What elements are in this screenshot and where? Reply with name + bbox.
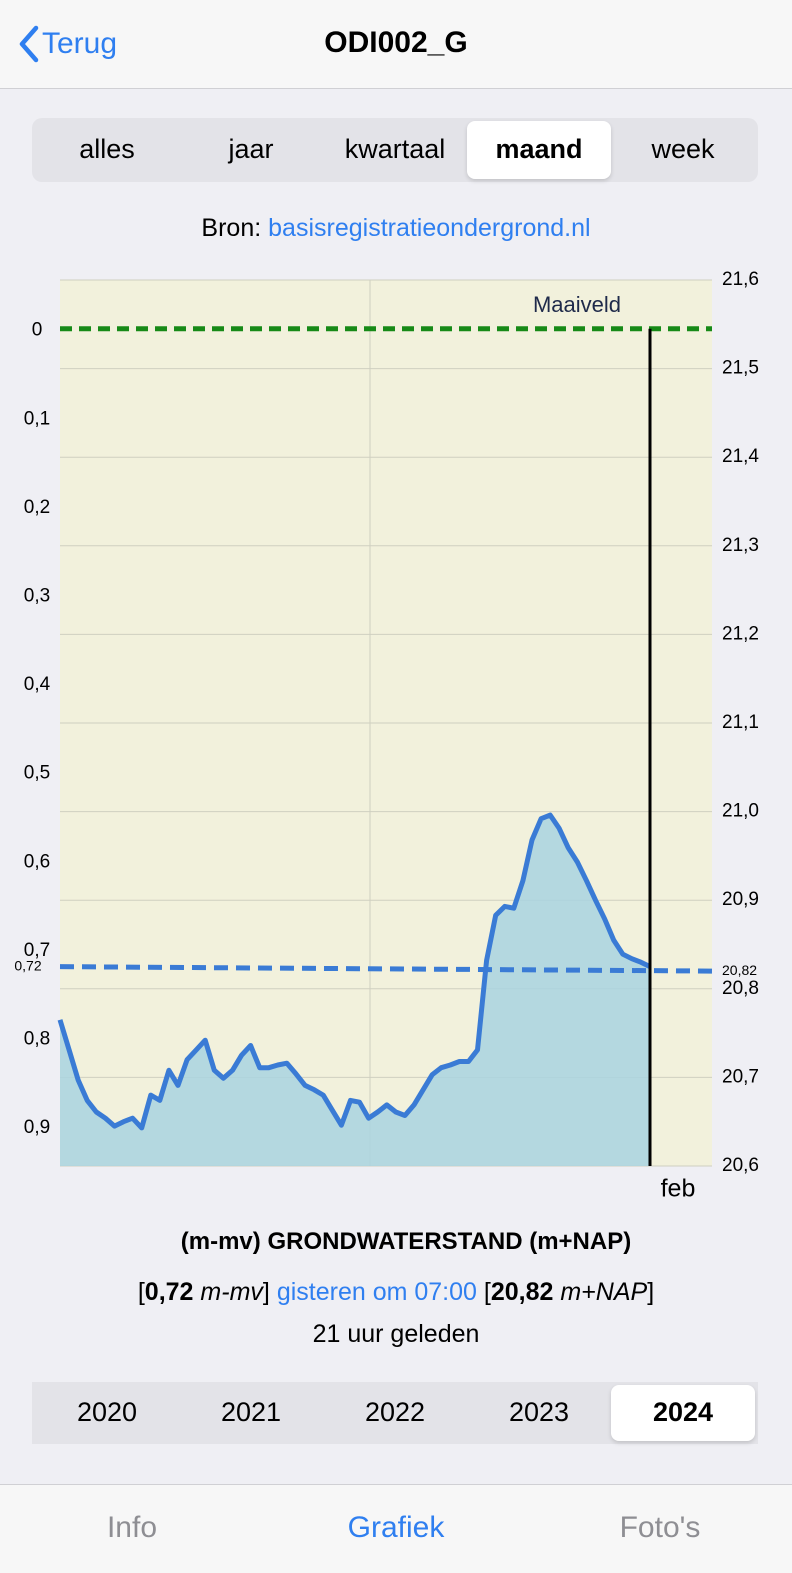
nav-title: ODI002_G [324, 26, 468, 59]
back-button[interactable]: Terug [16, 24, 117, 64]
y-tick-label: 0,1 [24, 408, 50, 429]
chart: 20,620,720,820,921,021,121,221,321,421,5… [14, 269, 759, 1203]
bracket: ] [262, 1278, 270, 1306]
time-ago: 21 uur geleden [312, 1320, 480, 1348]
y-tick-label: 0,7 [24, 940, 50, 961]
tab-item[interactable]: Foto's [619, 1511, 701, 1544]
period-tab[interactable]: alles [79, 134, 135, 164]
y2-tick-label: 21,6 [722, 269, 759, 290]
depth-unit: m-mv [200, 1278, 263, 1306]
period-tab[interactable]: maand [467, 121, 611, 179]
year-tab[interactable]: 2023 [508, 1397, 570, 1427]
year-tab[interactable]: 2021 [220, 1397, 282, 1427]
y2-tick-label: 21,3 [722, 535, 759, 556]
y2-tick-label: 20,9 [722, 889, 759, 910]
y-tick-label: 0,2 [24, 497, 50, 518]
source: Bron: basisregistratieondergrond.nl [0, 214, 792, 243]
y-tick-label: 0,3 [24, 586, 50, 607]
y-tick-label: 0,6 [24, 851, 50, 872]
area [60, 815, 650, 1166]
bracket: [ [137, 1278, 145, 1306]
back-chevron [19, 25, 39, 63]
y2-tick-label: 21,2 [722, 623, 759, 644]
y2-tick-label: 21,5 [722, 358, 759, 379]
y-tick-label: 0,5 [24, 763, 50, 784]
depth: 0,72 [144, 1278, 194, 1306]
period-tab[interactable]: kwartaal [344, 134, 446, 164]
chart-title: (m-mv) GRONDWATERSTAND (m+NAP) [180, 1228, 632, 1255]
current-label: 0,72 [14, 957, 41, 973]
line [57, 812, 652, 1131]
y2-tick-label: 21,1 [722, 712, 759, 733]
y2-tick-label: 21,4 [722, 446, 759, 467]
level-unit: m+NAP [560, 1278, 648, 1306]
status-line: [0,72 m-mv] gisteren om 07:00 [20,82 m+N… [0, 1278, 792, 1307]
y2-tick-label: 20,6 [722, 1155, 759, 1176]
y-tick-label: 0,4 [24, 674, 51, 695]
year-tabs: 2020 2021 2022 2023 2024 [32, 1382, 758, 1444]
year-tab[interactable]: 2022 [364, 1397, 426, 1427]
period-tab[interactable]: jaar [228, 134, 274, 164]
source-link[interactable]: basisregistratieondergrond.nl [268, 214, 591, 242]
y2-tick-label: 21,0 [722, 801, 759, 822]
tab-item[interactable]: Grafiek [347, 1511, 445, 1544]
x-end-label: feb [661, 1175, 696, 1203]
nav-bar: Terug ODI002_G [0, 0, 792, 89]
year-tab[interactable]: 2020 [76, 1397, 138, 1427]
maaiveld-label: Maaiveld [533, 292, 621, 317]
y2-tick-label: 20,7 [722, 1066, 759, 1087]
level: 20,82 [490, 1278, 554, 1306]
bracket: [ [483, 1278, 491, 1306]
y-tick-label: 0,8 [24, 1029, 50, 1050]
source-label: Bron: [201, 214, 262, 242]
y-tick-label: 0,9 [24, 1117, 50, 1138]
period-tabs: alles jaar kwartaal maand week [32, 118, 758, 182]
back-label: Terug [42, 27, 118, 60]
y2-tick-label: 20,8 [722, 978, 759, 999]
year-tab[interactable]: 2024 [611, 1385, 755, 1441]
time[interactable]: gisteren om 07:00 [276, 1278, 477, 1306]
y-tick-label: 0 [32, 320, 43, 341]
period-tab[interactable]: week [651, 134, 715, 164]
tab-bar: Info Grafiek Foto's [0, 1484, 792, 1573]
current-y2-label: 20,82 [722, 962, 757, 978]
bracket: ] [647, 1278, 655, 1306]
tab-item[interactable]: Info [106, 1511, 158, 1544]
